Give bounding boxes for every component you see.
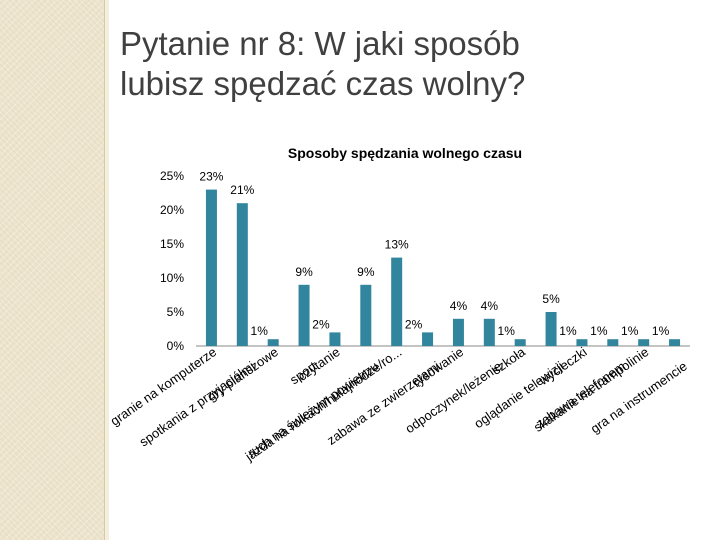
slide-title: Pytanie nr 8: W jaki sposób lubisz spędz… [120,24,700,104]
y-tick-label: 20% [160,203,184,217]
data-label: 9% [357,265,375,279]
data-label: 21% [230,183,254,197]
bar [514,339,526,346]
data-label: 1% [652,324,670,338]
bar [267,339,279,346]
data-label: 1% [559,324,577,338]
data-label: 1% [498,324,516,338]
category-label: granie na komputerze [108,344,220,428]
bar [638,339,650,346]
data-label: 1% [251,324,269,338]
data-label: 9% [295,265,313,279]
data-label: 23% [199,170,223,184]
data-label: 13% [385,238,409,252]
data-label: 1% [621,324,639,338]
bar [422,332,434,346]
data-label: 5% [542,292,560,306]
data-label: 4% [481,299,499,313]
category-label: rysowanie [410,344,467,390]
chart-title: Sposoby spędzania wolnego czasu [288,145,522,161]
category-label: szkoła [489,344,528,378]
bar [205,189,217,346]
bar [298,284,310,346]
slide-title-line-2: lubisz spędzać czas wolny? [120,65,526,102]
data-label: 2% [312,317,330,331]
bar [545,312,557,346]
bar [669,339,681,346]
slide-title-line-1: Pytanie nr 8: W jaki sposób [120,25,520,62]
side-panel-border [104,0,109,540]
bar [329,332,341,346]
bar [236,203,248,346]
y-tick-label: 15% [160,237,184,251]
bar-series [205,189,681,346]
y-tick-label: 0% [167,339,185,353]
bar [607,339,619,346]
y-tick-label: 5% [167,305,185,319]
y-tick-label: 25% [160,169,184,183]
bar [360,284,372,346]
data-label: 2% [405,317,423,331]
bar [483,318,495,346]
category-label: wycieczki [535,344,589,388]
bar [576,339,588,346]
data-labels: 23% 21% 1% 9% 2% 9% 13% 2% 4% 4% 1% 5% 1% 1% 1% 1% [199,170,669,339]
data-label: 4% [450,299,468,313]
bar [391,257,403,346]
y-tick-label: 10% [160,271,184,285]
decorative-side-panel [0,0,104,540]
data-label: 1% [590,324,608,338]
bar [452,318,464,346]
